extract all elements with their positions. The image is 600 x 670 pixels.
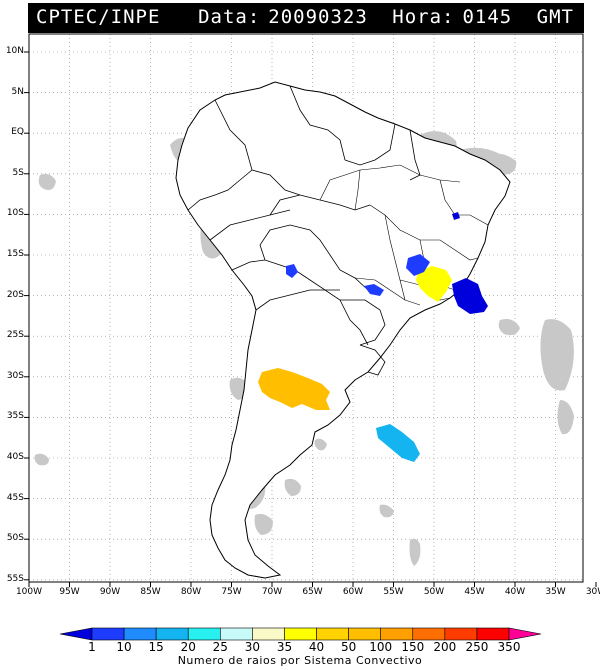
time-label: Hora: [392, 6, 455, 28]
lat-label: 15S [6, 249, 24, 259]
lon-label: 30W [585, 587, 600, 597]
lon-label: 100W [15, 587, 43, 597]
lon-label: 45W [464, 587, 485, 597]
country-borders [187, 85, 421, 376]
sistema-bolivia [286, 264, 298, 278]
colorbar-box [284, 627, 317, 641]
time-value: 0145 [462, 6, 513, 28]
colorbar-box [91, 627, 125, 641]
lon-label: 75W [221, 587, 242, 597]
timestamp: Data: 20090323 Hora: 0145 GMT [186, 6, 574, 28]
lon-label: 90W [99, 587, 121, 597]
colorbar-box [220, 627, 253, 641]
colorbar-tick-label: 50 [340, 640, 357, 654]
lat-label: 55S [6, 573, 24, 584]
lon-label: 85W [140, 587, 161, 597]
sistema-goias [406, 254, 430, 276]
colorbar-box [316, 627, 349, 641]
map-frame [28, 33, 584, 583]
colorbar-box [252, 627, 285, 641]
colorbar-tick-label: 150 [401, 640, 425, 654]
lon-label: 40W [504, 587, 526, 597]
lat-label: 5S [12, 167, 24, 178]
lon-label: 80W [180, 587, 202, 597]
lat-label: 45S [6, 492, 24, 503]
lat-label: 5N [11, 86, 24, 97]
lat-label: 30S [6, 370, 24, 381]
lon-label: 50W [423, 587, 445, 597]
colorbar-box [155, 627, 189, 641]
lat-label: EQ [11, 127, 24, 138]
colorbar-tick-label: 10 [116, 640, 132, 654]
sistema-minas-gerais [416, 266, 452, 302]
colorbar-tick-label: 30 [244, 640, 261, 654]
lon-label: 70W [261, 587, 283, 597]
lat-label: 10N [5, 46, 24, 56]
source-label: CPTEC/INPE [36, 6, 161, 28]
time-zone: GMT [536, 6, 574, 28]
colorbar-box [476, 627, 510, 641]
lat-label: 25S [6, 330, 24, 341]
colorbar-min-arrow [59, 627, 93, 641]
colorbar-tick-label: 350 [497, 640, 521, 654]
date-value: 20090323 [268, 6, 368, 28]
colorbar-tick-label: 100 [369, 640, 393, 654]
colorbar-tick-label: 20 [180, 640, 196, 654]
colorbar-tick-label: 15 [148, 640, 164, 654]
colorbar-tick-label: 200 [433, 640, 457, 654]
colorbar-box [380, 627, 414, 641]
lon-label: 65W [302, 587, 323, 597]
lon-label: 95W [59, 587, 80, 597]
sistema-bahia [452, 212, 460, 220]
colorbar-tick-label: 250 [465, 640, 489, 654]
lon-label: 35W [545, 587, 566, 597]
lon-label: 60W [342, 587, 364, 597]
sistema-rio-de-janeiro [452, 278, 488, 314]
coastline [175, 81, 511, 579]
colorbar-title: Numero de raios por Sistema Convectivo [177, 654, 423, 667]
lat-label: 20S [6, 289, 24, 300]
colorbar-tick-label: 1 [88, 640, 96, 654]
colorbar-box [348, 627, 381, 641]
lat-label: 35S [6, 411, 24, 422]
lat-label: 50S [6, 533, 24, 544]
colorbar-box [444, 627, 478, 641]
sistema-argentina-central [258, 368, 330, 410]
colorbar-tick-label: 25 [212, 640, 228, 654]
colorbar-box [412, 627, 446, 641]
lon-label: 55W [383, 587, 404, 597]
sistema-mato-grosso-sul [364, 284, 384, 296]
colorbar-box [123, 627, 157, 641]
axis-ticks [24, 51, 597, 587]
date-label: Data: [198, 6, 261, 28]
colorbar-tick-label: 35 [276, 640, 293, 654]
lat-label: 10S [6, 208, 24, 219]
sistema-atlantico-sul [376, 424, 420, 462]
colorbar-tick-label: 40 [308, 640, 325, 654]
lat-label: 40S [6, 452, 24, 462]
colorbar-max-arrow [508, 627, 542, 641]
title-bar: CPTEC/INPE Data: 20090323 Hora: 0145 GMT [28, 3, 584, 33]
convective-systems [258, 212, 488, 462]
colorbar-box [187, 627, 221, 641]
